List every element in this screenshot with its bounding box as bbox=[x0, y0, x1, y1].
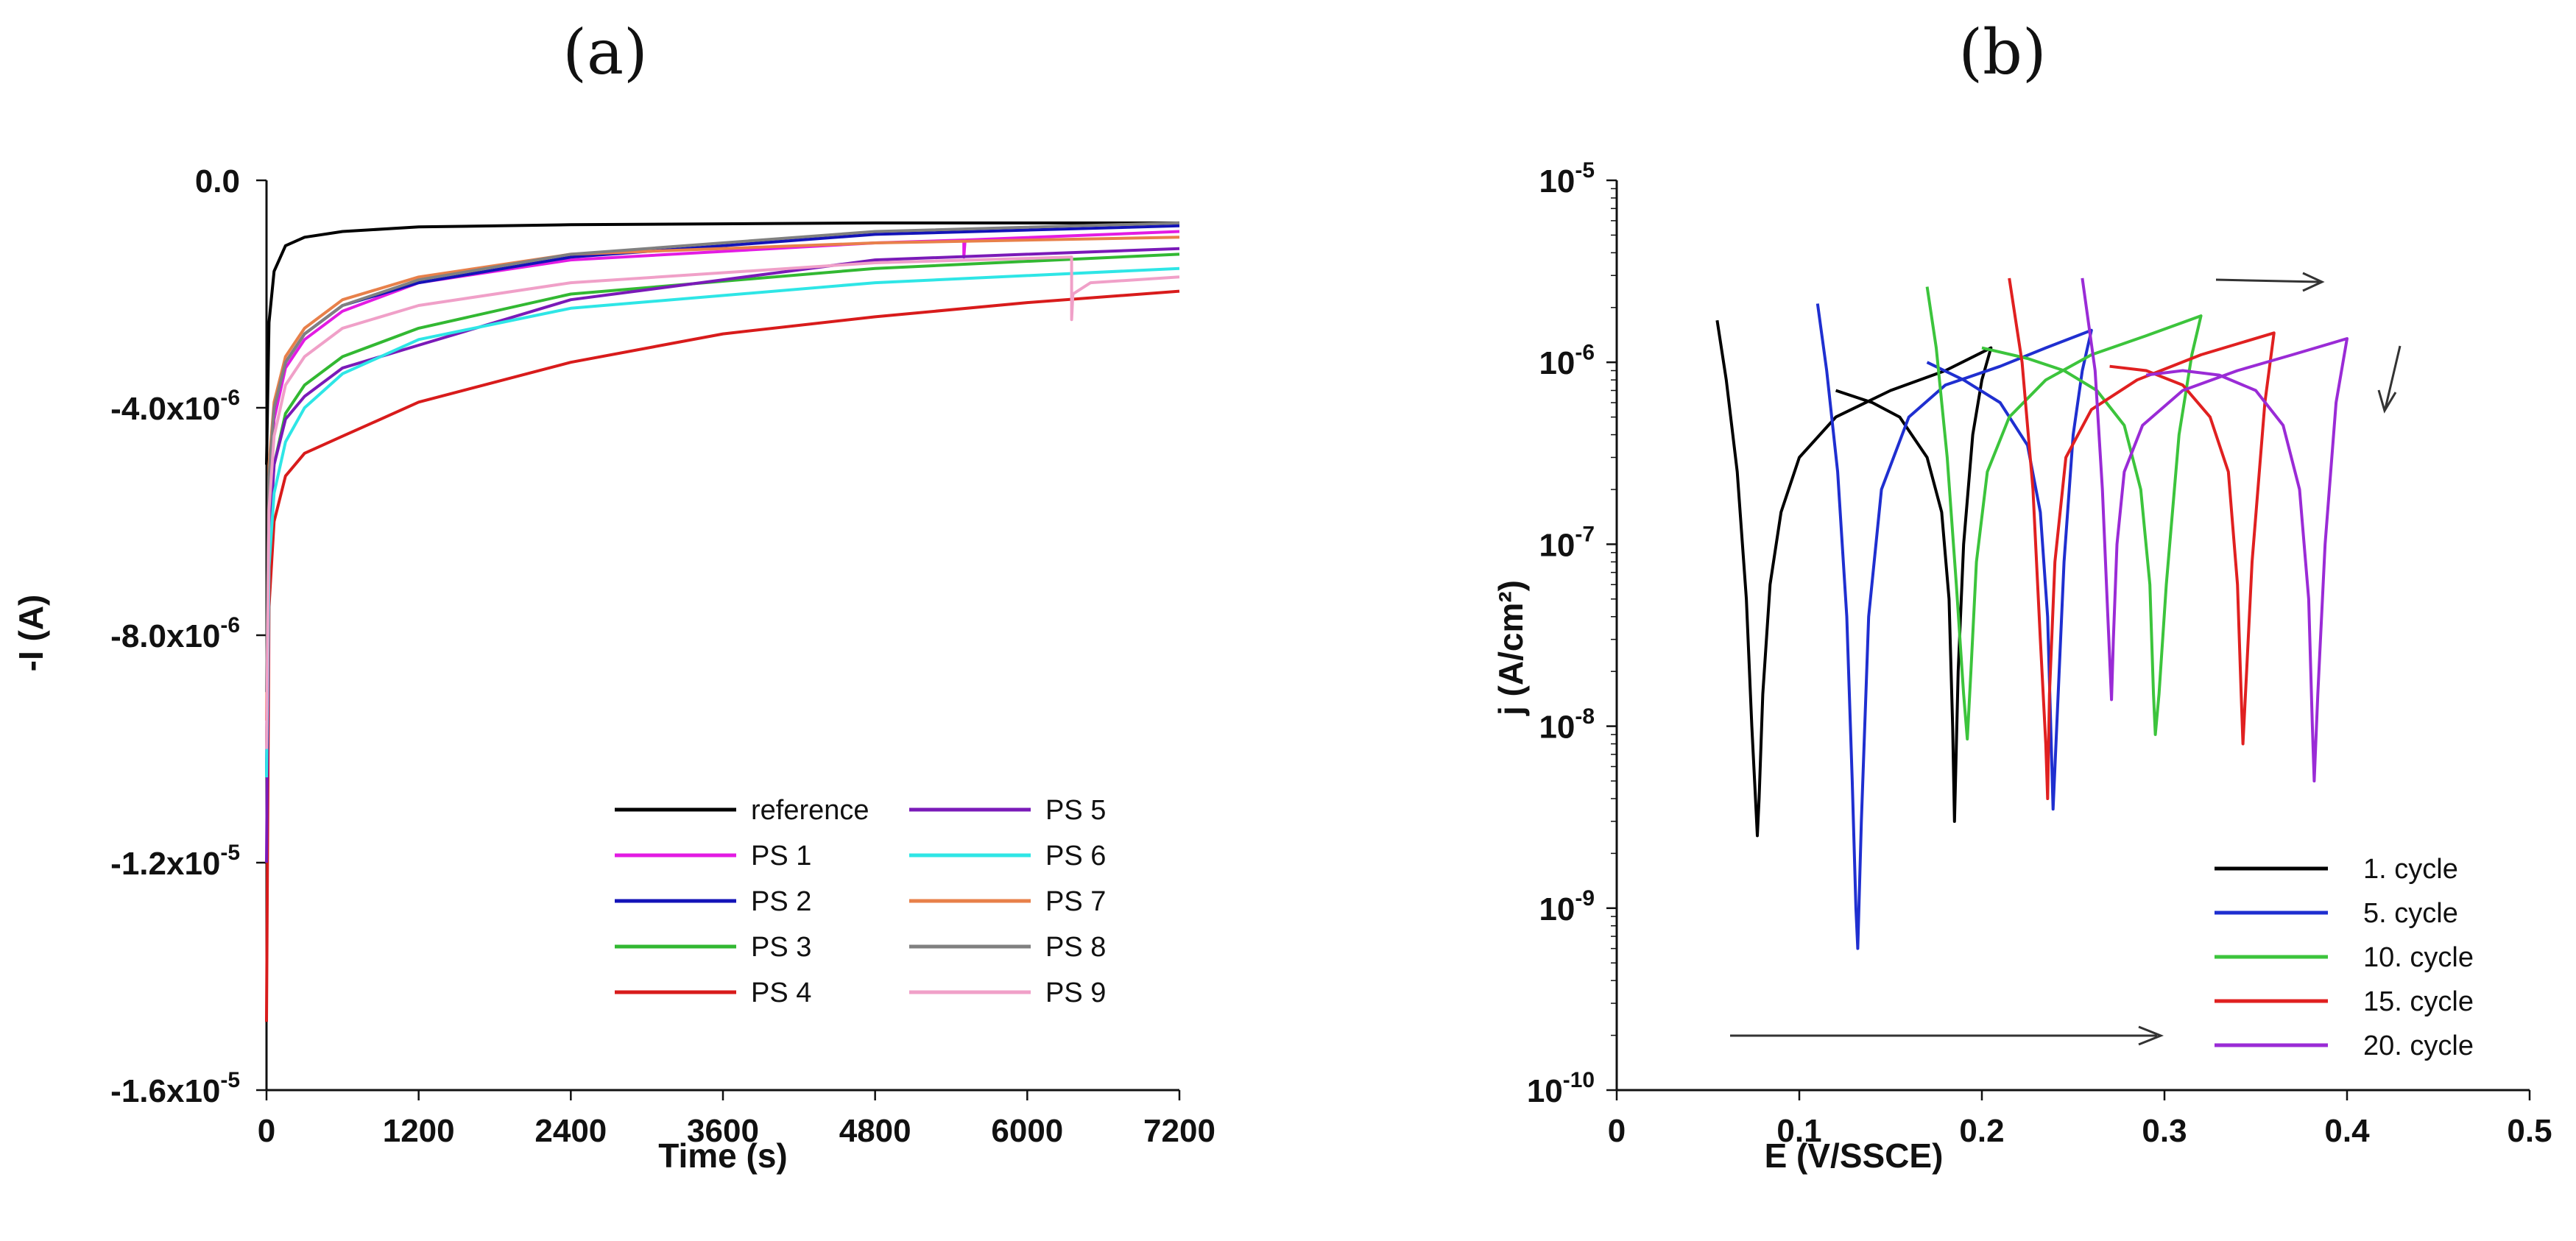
series-line-1-cycle bbox=[1715, 319, 1993, 838]
chart-b-x-tick-label: 0.4 bbox=[2324, 1113, 2370, 1149]
legend-label: PS 7 bbox=[1045, 886, 1106, 917]
legend-label: 5. cycle bbox=[2363, 898, 2458, 929]
chart-a-axes: 0 1200 2400 3600 4800 6000 7200 0.0 -4.0x10-6 -8.… bbox=[110, 163, 1215, 1149]
series-line-ps-4 bbox=[265, 289, 1180, 1022]
series-line-15-cycle bbox=[2008, 277, 2276, 800]
series-line-ps-5 bbox=[265, 247, 1180, 863]
chart-a-x-tick-label: 6000 bbox=[991, 1113, 1063, 1149]
chart-b-series bbox=[1715, 277, 2349, 950]
series-line-ps-8 bbox=[265, 221, 1180, 693]
arrow-down bbox=[2384, 345, 2402, 409]
chart-b-x-tick-label: 0.5 bbox=[2507, 1113, 2552, 1149]
series-line-5-cycle bbox=[1815, 303, 2093, 950]
chart-a-series bbox=[265, 221, 1180, 1022]
chart-b-y-tick-label: 10-9 bbox=[1539, 886, 1595, 927]
legend-label: PS 2 bbox=[751, 886, 811, 917]
chart-b-y-tick-label: 10-5 bbox=[1539, 158, 1595, 199]
series-line-reference bbox=[265, 221, 1179, 465]
chart-b-x-tick-label: 0.2 bbox=[1959, 1113, 2004, 1149]
chart-b-legend: 1. cycle 5. cycle 10. cycle 15. cycle 20. cy… bbox=[2215, 854, 2474, 1061]
chart-a-y-tick-label: -1.2x10-5 bbox=[110, 841, 240, 882]
series-line-10-cycle bbox=[1925, 286, 2203, 740]
chart-b-x-tick-label: 0.1 bbox=[1776, 1113, 1821, 1149]
legend-label: PS 4 bbox=[751, 977, 811, 1008]
chart-b-y-tick-label: 10-8 bbox=[1539, 704, 1595, 746]
chart-a-legend: reference PS 1 PS 2 PS 3 PS 4 PS 5 PS 6 PS 7 PS … bbox=[615, 795, 1106, 1008]
chart-b-x-axis-label: E (V/SSCE) bbox=[1765, 1136, 1944, 1175]
legend-label: reference bbox=[751, 795, 869, 826]
panel-title-a: (a) bbox=[562, 16, 648, 88]
chart-a: 0 1200 2400 3600 4800 6000 7200 0.0 -4.0x10-6 -8.… bbox=[12, 163, 1215, 1175]
series-line-20-cycle bbox=[2081, 277, 2349, 782]
legend-label: 20. cycle bbox=[2363, 1030, 2474, 1061]
chart-a-x-tick-label: 1200 bbox=[383, 1113, 455, 1149]
chart-a-y-tick-label: 0.0 bbox=[195, 163, 240, 199]
legend-label: 10. cycle bbox=[2363, 942, 2474, 973]
legend-label: PS 6 bbox=[1045, 841, 1106, 871]
chart-a-x-axis-label: Time (s) bbox=[658, 1136, 788, 1175]
sweep-direction-arrows bbox=[1730, 272, 2402, 1046]
chart-b: 0 0.1 0.2 0.3 0.4 0.5 10-10 10-9 10-8 10-7 10-6 10-… bbox=[1492, 158, 2552, 1175]
legend-label: PS 8 bbox=[1045, 932, 1106, 963]
chart-a-x-tick-label: 4800 bbox=[839, 1113, 911, 1149]
chart-b-x-tick-label: 0.3 bbox=[2142, 1113, 2187, 1149]
chart-a-x-tick-label: 3600 bbox=[687, 1113, 759, 1149]
legend-label: PS 9 bbox=[1045, 977, 1106, 1008]
arrow-down-head bbox=[2377, 389, 2397, 414]
arrow-right-top-head bbox=[2302, 272, 2325, 292]
legend-label: 1. cycle bbox=[2363, 854, 2458, 885]
arrow-forward-head bbox=[2138, 1025, 2164, 1046]
arrow-right-top bbox=[2215, 278, 2320, 283]
series-line-ps-9 bbox=[265, 255, 1180, 749]
legend-label: 15. cycle bbox=[2363, 986, 2474, 1017]
chart-b-y-tick-label: 10-6 bbox=[1539, 340, 1595, 381]
chart-a-y-tick-label: -8.0x10-6 bbox=[110, 613, 240, 654]
chart-b-y-axis-label: j (A/cm²) bbox=[1492, 580, 1530, 716]
chart-b-y-tick-label: 10-7 bbox=[1539, 523, 1595, 564]
legend-label: PS 5 bbox=[1045, 795, 1106, 826]
chart-b-y-tick-label: 10-10 bbox=[1527, 1068, 1595, 1109]
chart-a-x-tick-label: 2400 bbox=[534, 1113, 607, 1149]
chart-b-x-tick-label: 0 bbox=[1608, 1113, 1626, 1149]
panel-title-b: (b) bbox=[1958, 16, 2046, 88]
chart-b-axes: 0 0.1 0.2 0.3 0.4 0.5 10-10 10-9 10-8 10-7 10-6 10-… bbox=[1527, 158, 2552, 1149]
series-line-ps-3 bbox=[265, 252, 1180, 749]
chart-a-x-tick-label: 7200 bbox=[1143, 1113, 1215, 1149]
chart-a-x-tick-label: 0 bbox=[258, 1113, 275, 1149]
series-line-ps-6 bbox=[265, 266, 1180, 778]
chart-a-y-tick-label: -4.0x10-6 bbox=[110, 386, 240, 427]
legend-label: PS 3 bbox=[751, 932, 811, 963]
legend-label: PS 1 bbox=[751, 841, 811, 871]
chart-a-y-tick-label: -1.6x10-5 bbox=[110, 1068, 240, 1109]
chart-a-y-axis-label: -I (A) bbox=[12, 595, 50, 672]
